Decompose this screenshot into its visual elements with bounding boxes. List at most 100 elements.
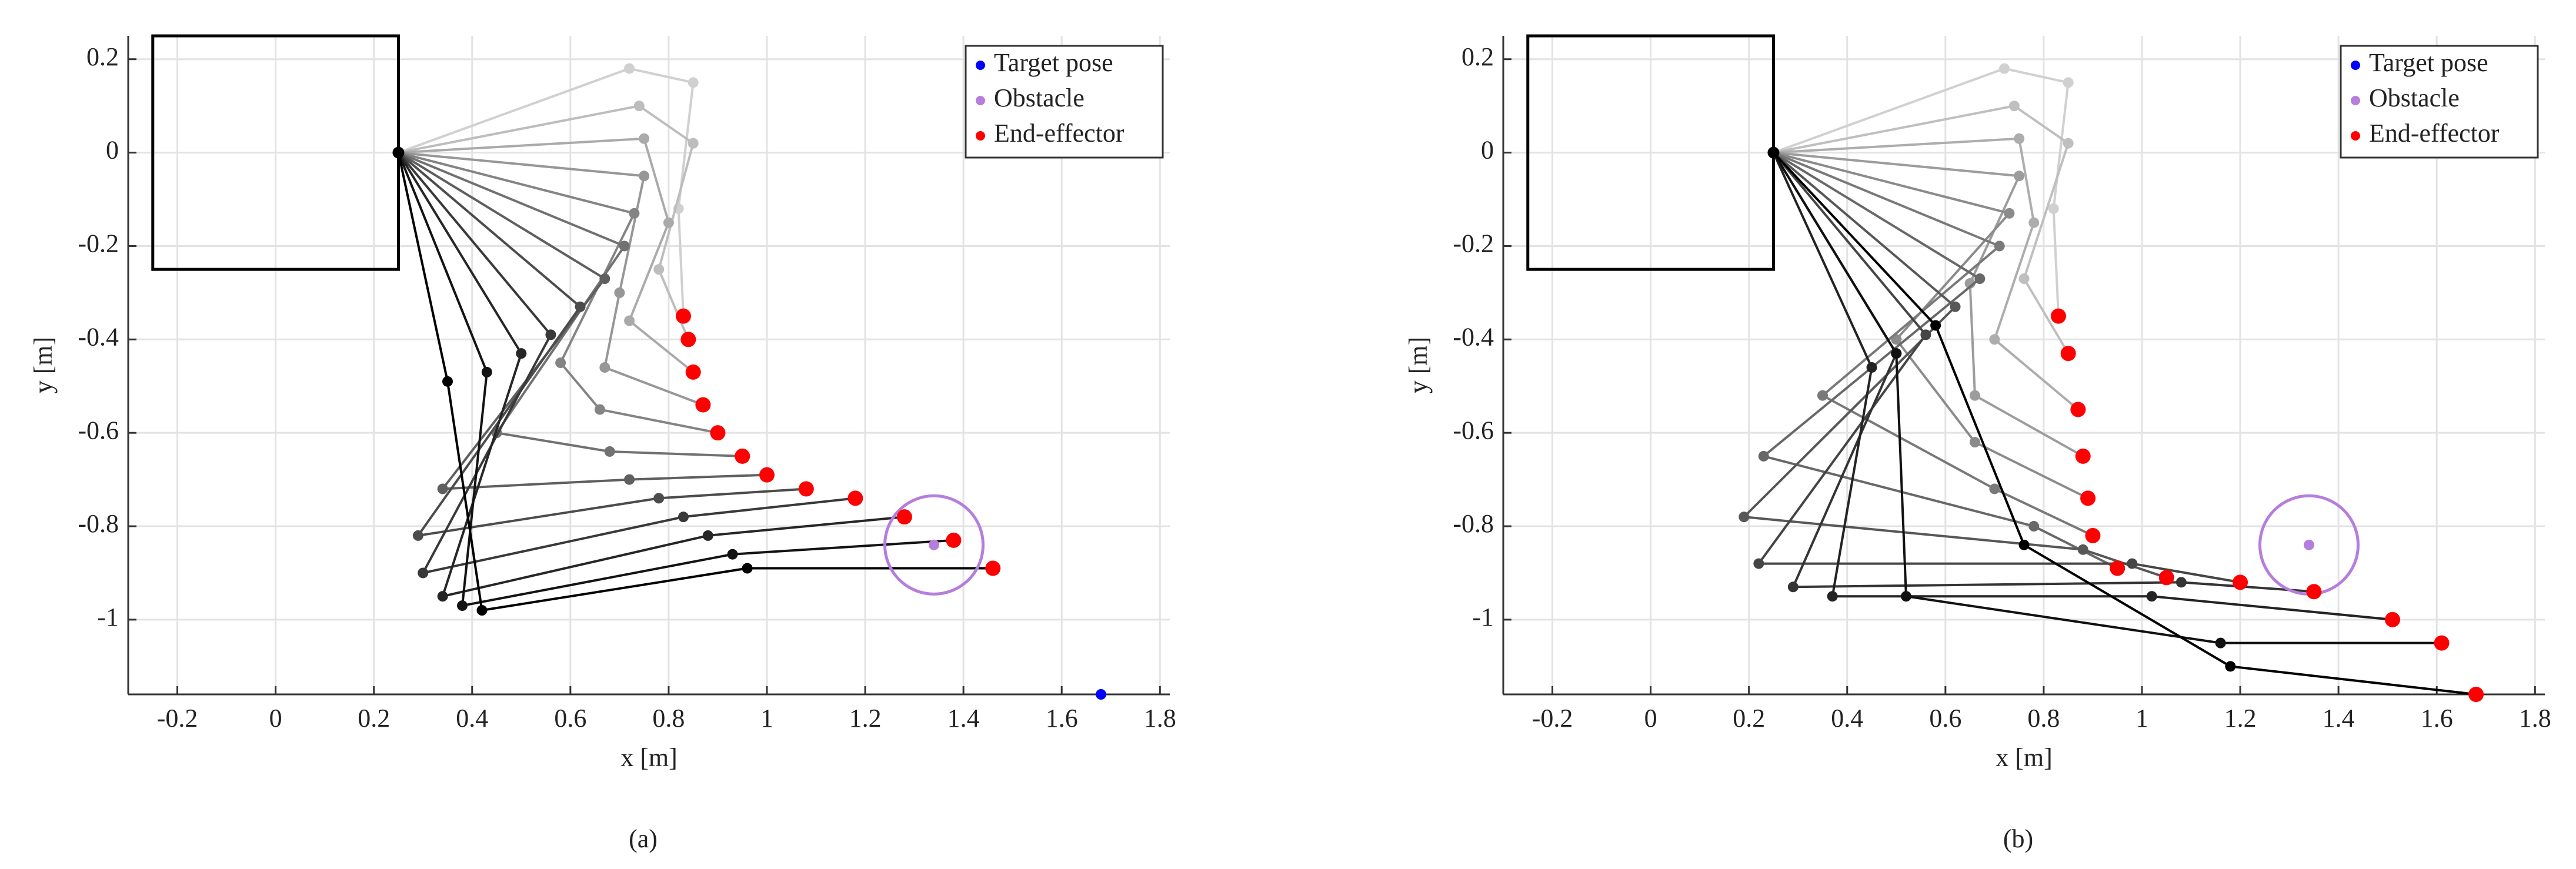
arm-link: [629, 67, 694, 84]
joint: [545, 329, 556, 340]
arm-link: [1773, 151, 1981, 280]
legend-marker: [976, 61, 985, 70]
joint: [594, 404, 605, 415]
point: [2080, 490, 2096, 506]
arm-link: [2131, 562, 2241, 584]
point: [710, 425, 726, 441]
y-tick-label: -0.8: [78, 509, 119, 538]
x-tick-label: 0.8: [2027, 704, 2060, 733]
arm-link: [398, 152, 581, 308]
joint: [599, 362, 610, 373]
joint: [1901, 591, 1912, 602]
arm-link: [1831, 367, 1873, 597]
arm-link: [1993, 222, 2036, 340]
joint: [688, 77, 699, 88]
x-tick-label: 1.2: [849, 704, 882, 733]
arm-link: [629, 473, 768, 481]
joint: [516, 348, 527, 359]
x-tick-label: 1: [760, 704, 773, 733]
arm-link: [398, 67, 630, 154]
x-tick-label: 0.2: [1733, 704, 1765, 733]
point: [2050, 308, 2066, 324]
arm-link: [658, 143, 695, 270]
point: [985, 560, 1001, 576]
joint: [1974, 273, 1986, 285]
joint: [1920, 329, 1931, 340]
legend-marker: [2351, 96, 2360, 105]
point: [847, 490, 863, 506]
joint: [1950, 301, 1961, 312]
joint: [2077, 544, 2088, 555]
panel: -0.2 0 0.2 0.4 0.6 0.8 1 1.2 1.4 1.6 1.8 -1 -0.8 -0.6…: [29, 34, 1176, 853]
arm-link: [618, 175, 646, 293]
joint: [624, 63, 635, 74]
joint: [629, 208, 640, 219]
joint: [555, 357, 566, 369]
joint: [2225, 661, 2236, 672]
arm-link: [1772, 152, 1898, 355]
joint: [575, 301, 586, 312]
legend-label: Obstacle: [2369, 83, 2460, 112]
arm-link: [1793, 581, 2181, 589]
arm-link: [604, 366, 704, 406]
point: [2233, 574, 2248, 590]
joint: [2028, 217, 2040, 228]
joint: [457, 600, 468, 611]
joint: [742, 563, 753, 574]
arm-link: [398, 105, 640, 154]
joint: [639, 171, 650, 182]
x-tick-label: 0.6: [1929, 704, 1961, 733]
arm-link: [708, 516, 905, 537]
y-tick-label: -0.6: [78, 416, 119, 444]
arm-link: [559, 362, 601, 410]
x-tick-label: 0.4: [1831, 704, 1863, 733]
joint: [663, 217, 674, 228]
x-tick-label: 0.6: [554, 704, 586, 733]
point: [2468, 687, 2484, 702]
arm-link: [2151, 595, 2393, 621]
joint: [639, 133, 650, 144]
point: [2110, 560, 2125, 576]
legend-label: End-effector: [994, 119, 1125, 148]
point: [2304, 539, 2315, 550]
arm-link: [628, 319, 694, 373]
joint: [2215, 637, 2226, 649]
arm-link: [1994, 487, 2094, 537]
x-tick-label: 1.6: [2421, 704, 2453, 733]
y-tick-label: -0.6: [1453, 416, 1494, 444]
arm-link: [659, 487, 806, 500]
x-axis-label: x [m]: [620, 743, 678, 772]
point: [2385, 611, 2401, 627]
joint: [604, 446, 615, 457]
arm-link: [1792, 353, 1898, 588]
point: [896, 509, 912, 525]
x-tick-label: 1: [2135, 704, 2148, 733]
arm-link: [1968, 283, 1976, 396]
arm-link: [422, 516, 684, 574]
arm-link: [461, 372, 488, 606]
joint: [633, 101, 645, 112]
point: [759, 467, 775, 483]
arm-link: [683, 497, 856, 519]
arm-link: [496, 432, 610, 453]
x-tick-label: 0.4: [456, 704, 488, 733]
joint: [2018, 273, 2030, 285]
joint: [1930, 320, 1941, 331]
joint: [1891, 348, 1902, 359]
arm-link: [398, 151, 635, 215]
arm-link: [2052, 82, 2070, 209]
arm-link: [1773, 67, 2005, 154]
legend-label: End-effector: [2369, 119, 2500, 148]
arm-link: [418, 497, 659, 537]
joint: [2048, 203, 2059, 214]
joint: [1739, 512, 1750, 523]
y-tick-label: -0.2: [1453, 229, 1494, 258]
joint: [437, 591, 448, 602]
joint: [437, 483, 448, 494]
arm-link: [1974, 441, 2088, 500]
arm-link: [2023, 278, 2070, 355]
y-tick-label: -0.4: [78, 322, 119, 351]
x-tick-label: 1.4: [2323, 704, 2355, 733]
legend-marker: [976, 131, 985, 141]
joint: [2008, 101, 2020, 112]
